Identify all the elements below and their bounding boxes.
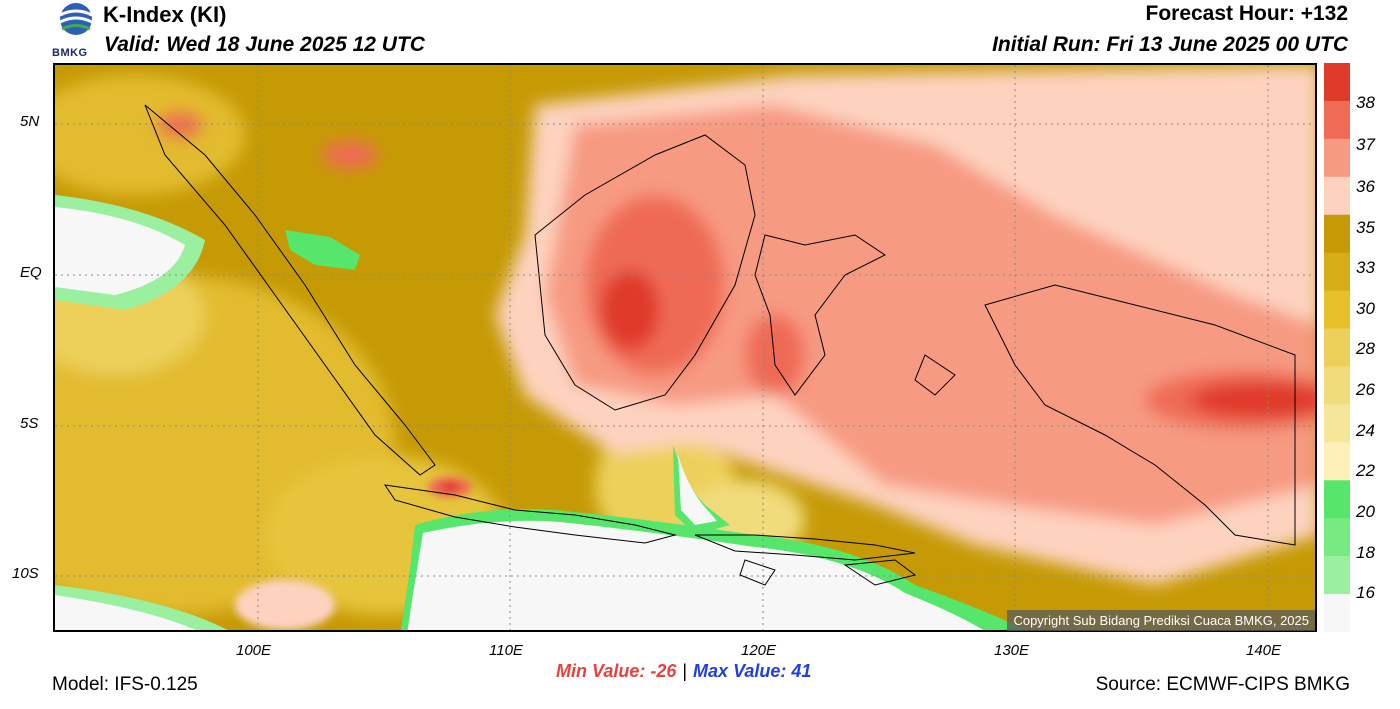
colorbar-label-22: 22 bbox=[1356, 461, 1375, 480]
lon-label-130e: 130E bbox=[994, 642, 1030, 659]
colorbar-label-20: 20 bbox=[1356, 502, 1375, 521]
lon-label-120e: 120E bbox=[741, 642, 777, 659]
colorbar-label-18: 18 bbox=[1356, 543, 1375, 562]
colorbar-band bbox=[1324, 100, 1350, 140]
low-k-index-zone bbox=[55, 195, 1027, 630]
bmkg-logo bbox=[59, 3, 93, 35]
colorbar-band bbox=[1324, 404, 1350, 443]
colorbar-band bbox=[1324, 594, 1350, 632]
initial-run: Initial Run: Fri 13 June 2025 00 UTC bbox=[992, 33, 1348, 56]
lat-label-5n: 5N bbox=[20, 113, 40, 130]
model-label: Model: IFS-0.125 bbox=[52, 674, 198, 695]
colorbar-band bbox=[1324, 63, 1350, 102]
colorbar-band bbox=[1324, 252, 1350, 292]
colorbar-label-35: 35 bbox=[1356, 218, 1375, 237]
colorbar-band bbox=[1324, 480, 1350, 519]
colorbar-label-38: 38 bbox=[1356, 93, 1375, 112]
southern-blobs bbox=[235, 477, 472, 630]
lon-label-100e: 100E bbox=[236, 642, 272, 659]
colorbar-band bbox=[1324, 290, 1350, 330]
colorbar-band bbox=[1324, 176, 1350, 216]
forecast-hour: Forecast Hour: +132 bbox=[1145, 2, 1349, 25]
source-label: Source: ECMWF-CIPS BMKG bbox=[1095, 674, 1350, 695]
colorbar-label-28: 28 bbox=[1356, 339, 1375, 358]
colorbar-band bbox=[1324, 328, 1350, 367]
lat-label-10s: 10S bbox=[12, 565, 39, 582]
colorbar-label-33: 33 bbox=[1356, 258, 1375, 277]
min-max-separator: | bbox=[682, 661, 688, 681]
min-value: Min Value: -26 bbox=[556, 661, 677, 681]
valid-time: Valid: Wed 18 June 2025 12 UTC bbox=[104, 33, 425, 56]
colorbar-label-30: 30 bbox=[1356, 299, 1375, 318]
colorbar-label-16: 16 bbox=[1356, 583, 1375, 602]
colorbar-band bbox=[1324, 556, 1350, 595]
colorbar bbox=[1324, 63, 1350, 632]
colorbar-band bbox=[1324, 518, 1350, 557]
lat-label-5s: 5S bbox=[20, 415, 39, 432]
logo-text: BMKG bbox=[52, 47, 88, 59]
colorbar-label-36: 36 bbox=[1356, 177, 1375, 196]
lon-label-110e: 110E bbox=[489, 642, 523, 659]
max-value: Max Value: 41 bbox=[693, 661, 812, 681]
colorbar-band bbox=[1324, 138, 1350, 178]
map-canvas bbox=[55, 65, 1315, 630]
colorbar-label-26: 26 bbox=[1356, 380, 1375, 399]
colorbar-band bbox=[1324, 366, 1350, 405]
colorbar-band bbox=[1324, 214, 1350, 254]
high-k-index-zone bbox=[158, 65, 1315, 585]
lat-label-eq: EQ bbox=[20, 264, 42, 281]
colorbar-band bbox=[1324, 442, 1350, 481]
min-max-values: Min Value: -26 | Max Value: 41 bbox=[556, 661, 811, 682]
k-index-map bbox=[53, 63, 1317, 632]
colorbar-label-24: 24 bbox=[1356, 421, 1375, 440]
lon-label-140e: 140E bbox=[1246, 642, 1282, 659]
chart-title: K-Index (KI) bbox=[103, 2, 227, 27]
coastlines bbox=[144, 104, 1296, 586]
colorbar-label-37: 37 bbox=[1356, 135, 1375, 154]
copyright-notice: Copyright Sub Bidang Prediksi Cuaca BMKG… bbox=[1007, 610, 1315, 631]
map-gridlines bbox=[55, 65, 1315, 630]
